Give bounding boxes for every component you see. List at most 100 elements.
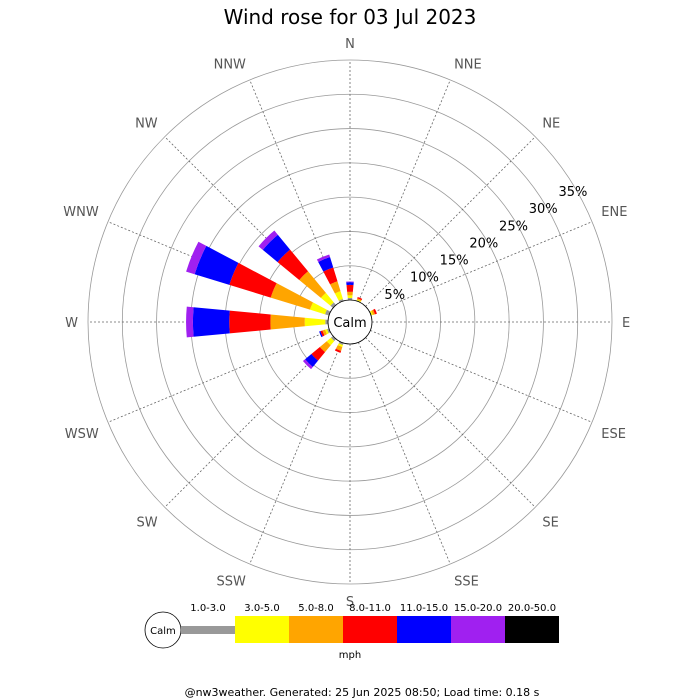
bar-segment-nw-1	[320, 292, 334, 306]
legend-label: 5.0-8.0	[298, 603, 333, 614]
bar-segment-nnw-5	[316, 254, 331, 262]
bar-segment-nnw-4	[318, 257, 334, 272]
bar-segment-wsw-1	[325, 329, 329, 335]
bar-segment-ssw-1	[337, 343, 343, 347]
bar-segment-wsw-3	[320, 330, 325, 337]
percent-label: 25%	[499, 219, 528, 234]
percent-label: 5%	[384, 288, 405, 303]
direction-label-w: W	[65, 316, 78, 331]
legend-label: 3.0-5.0	[244, 603, 279, 614]
legend-swatch	[235, 616, 289, 643]
bar-segment-n-2	[347, 291, 353, 296]
bar-segment-sw-0	[330, 336, 336, 342]
bar-segment-nw-2	[299, 271, 326, 298]
bar-segment-nnw-3	[323, 267, 338, 285]
direction-label-ssw: SSW	[217, 574, 247, 589]
direction-label-nnw: NNW	[214, 58, 246, 73]
bar-segment-n-3	[346, 284, 354, 292]
bar-segment-w-4	[192, 307, 230, 337]
legend-label: 20.0-50.0	[508, 603, 556, 614]
legend-swatch	[289, 616, 343, 643]
grid-circle	[156, 128, 544, 516]
legend-label: 11.0-15.0	[400, 603, 448, 614]
bar-segment-nw-3	[277, 249, 309, 281]
bar-segment-sw-4	[305, 353, 319, 367]
bar-segment-n-5	[346, 281, 354, 283]
wind-bars	[186, 230, 377, 370]
bar-segment-wnw-2	[270, 283, 313, 310]
grid-spoke	[107, 330, 330, 423]
bar-segment-ene-1	[370, 310, 373, 316]
bar-segment-w-5	[186, 306, 194, 338]
polar-grid	[87, 59, 613, 585]
calm-label: Calm	[333, 316, 366, 331]
legend-label: 1.0-3.0	[190, 603, 225, 614]
bar-segment-nnw-1	[334, 291, 343, 301]
direction-label-e: E	[622, 316, 630, 331]
bar-segment-wsw-4	[319, 331, 323, 338]
legend-swatch	[397, 616, 451, 643]
bar-segment-nw-4	[262, 234, 291, 263]
direction-labels: N NNE NE ENE E ESE SE SSE S SSW SW WSW W WNW NW NNW	[63, 37, 630, 610]
bar-segment-ssw-0	[338, 341, 344, 345]
grid-spoke	[164, 337, 335, 508]
direction-label-wsw: WSW	[65, 427, 99, 442]
legend-label: 8.0-11.0	[349, 603, 391, 614]
legend-swatch	[451, 616, 505, 643]
bar-segment-wnw-5	[186, 241, 207, 275]
bar-segment-nnw-0	[338, 299, 344, 303]
bar-segment-w-2	[270, 314, 305, 330]
direction-label-nne: NNE	[454, 58, 482, 73]
direction-label-ese: ESE	[601, 427, 626, 442]
bar-segment-nw-5	[258, 230, 278, 250]
direction-label-n: N	[345, 37, 355, 52]
legend-label: 15.0-20.0	[454, 603, 502, 614]
bar-segment-nne-2	[356, 298, 362, 302]
bar-segment-sw-2	[319, 341, 331, 353]
direction-label-ene: ENE	[601, 205, 627, 220]
direction-label-sse: SSE	[454, 574, 479, 589]
direction-label-se: SE	[542, 515, 558, 530]
percent-labels: 5% 10%15%20%25%30%35%	[384, 185, 587, 303]
bar-segment-w-1	[304, 317, 326, 327]
legend-swatch	[343, 616, 397, 643]
percent-label: 15%	[440, 254, 469, 269]
legend-swatch	[181, 626, 235, 634]
calm-circle: Calm	[327, 299, 373, 345]
percent-label: 10%	[410, 271, 439, 286]
direction-label-wnw: WNW	[63, 205, 99, 220]
grid-spoke	[358, 79, 451, 302]
legend-units: mph	[339, 650, 361, 661]
grid-spoke	[370, 330, 593, 423]
grid-spoke	[365, 136, 536, 307]
direction-label-sw: SW	[137, 515, 158, 530]
direction-label-ne: NE	[542, 117, 560, 132]
bar-segment-ssw-2	[335, 345, 343, 351]
bar-segment-w-3	[229, 310, 271, 334]
bar-segment-w-0	[325, 319, 329, 325]
bar-segment-nne-1	[356, 299, 361, 302]
bar-segment-wnw-3	[229, 262, 277, 298]
bar-segment-sw-5	[302, 359, 313, 370]
bar-segment-wnw-1	[309, 302, 327, 315]
bar-segment-ssw-3	[334, 348, 342, 353]
percent-label: 30%	[529, 202, 558, 217]
bar-segment-ene-2	[371, 309, 375, 315]
direction-label-nw: NW	[135, 117, 158, 132]
bar-segment-sw-1	[326, 337, 335, 346]
footer-text: @nw3weather. Generated: 25 Jun 2025 08:5…	[185, 686, 540, 699]
percent-label: 35%	[558, 185, 587, 200]
legend-calm-label: Calm	[150, 626, 176, 637]
grid-spoke	[365, 337, 536, 508]
bar-segment-n-0	[347, 297, 353, 301]
percent-label: 20%	[469, 236, 498, 251]
bar-segment-n-1	[347, 295, 353, 299]
bar-segment-nne-3	[357, 297, 363, 301]
legend: Calm 1.0-3.0 3.0-5.0 5.0-8.0 8.0-11.0 11.0-1…	[144, 603, 559, 661]
direction-label-s: S	[346, 595, 354, 610]
grid-circle	[87, 59, 613, 585]
grid-spoke	[358, 342, 451, 565]
bar-segment-nw-0	[330, 302, 336, 308]
chart-title: Wind rose for 03 Jul 2023	[224, 5, 477, 29]
